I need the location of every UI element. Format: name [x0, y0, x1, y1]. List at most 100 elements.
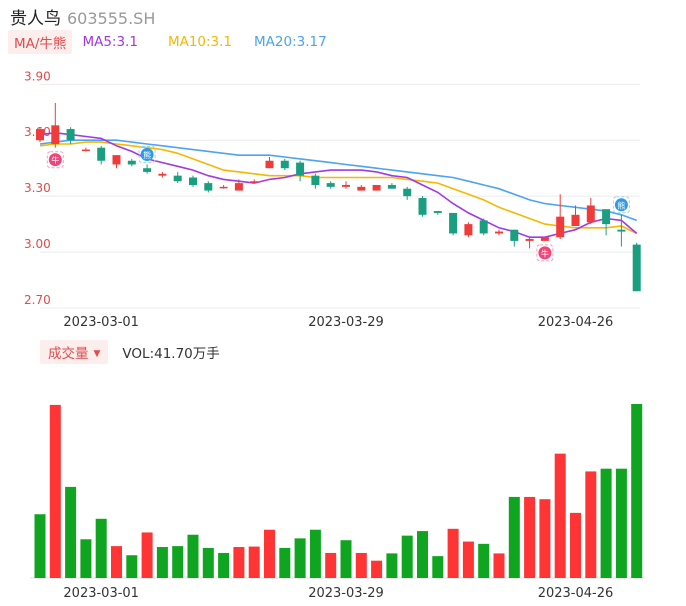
- volume-bar: [401, 535, 413, 578]
- candle-body: [51, 125, 60, 144]
- volume-bar: [355, 552, 367, 578]
- volume-bar: [111, 546, 122, 578]
- bear-signal-icon: 熊: [138, 145, 156, 163]
- bear-signal-icon: 熊: [612, 196, 630, 214]
- ma-bull-bear-button[interactable]: MA/牛熊: [8, 30, 73, 54]
- candle-body: [525, 239, 534, 241]
- volume-bar: [65, 486, 77, 578]
- badge-label: 牛: [541, 248, 549, 258]
- candle-body: [418, 198, 427, 215]
- candle-body: [617, 229, 626, 232]
- volume-bar: [141, 532, 153, 578]
- candle-body: [586, 205, 595, 223]
- volume-bar: [264, 529, 275, 578]
- volume-bar: [554, 453, 566, 578]
- candle-body: [495, 231, 503, 234]
- date-tick-label: 2023-03-29: [308, 586, 384, 601]
- ma5-line: [39, 131, 638, 238]
- candle-body: [143, 168, 152, 172]
- ma10-line: [39, 141, 638, 235]
- candle-body: [234, 183, 243, 191]
- candle-body: [479, 220, 488, 234]
- candle-body: [464, 224, 473, 236]
- volume-bar: [80, 539, 92, 578]
- ma5-legend: MA5:3.1: [82, 34, 138, 50]
- volume-bar: [126, 555, 138, 578]
- volume-bar: [508, 496, 520, 578]
- candle-body: [66, 129, 75, 141]
- candle-body: [265, 160, 274, 169]
- price-tick-label: 3.30: [24, 181, 51, 195]
- candle-body: [127, 160, 136, 165]
- stock-name: 贵人鸟: [10, 9, 61, 29]
- badge-frame: [46, 151, 64, 169]
- volume-bar: [202, 547, 214, 578]
- volume-indicator-button[interactable]: 成交量 ▼: [40, 340, 109, 364]
- volume-bar: [462, 541, 474, 578]
- candle-body: [311, 175, 320, 185]
- candle-body: [387, 184, 396, 189]
- bull-signal-icon: 牛: [536, 244, 554, 262]
- badge-dot: [48, 153, 62, 167]
- candle-body: [632, 244, 641, 292]
- dropdown-arrow-icon: ▼: [93, 349, 101, 359]
- volume-bar: [631, 404, 643, 578]
- badge-dot: [614, 198, 628, 212]
- volume-bar: [172, 546, 184, 578]
- badge-frame: [138, 145, 156, 163]
- candle-body: [571, 214, 580, 226]
- date-tick-label: 2023-03-01: [63, 586, 139, 601]
- ma-legend: MA/牛熊 MA5:3.1 MA10:3.1 MA20:3.17: [8, 30, 327, 54]
- volume-bar: [279, 547, 291, 578]
- volume-indicator-label: 成交量: [48, 346, 89, 362]
- volume-bar: [386, 553, 398, 578]
- candle-body: [433, 211, 442, 213]
- badge-label: 熊: [143, 150, 151, 160]
- volume-bar: [233, 547, 245, 578]
- bull-signal-icon: 牛: [46, 151, 64, 169]
- date-tick-label: 2023-04-26: [538, 586, 614, 601]
- volume-bar: [309, 529, 321, 578]
- volume-bar: [570, 512, 581, 578]
- ma20-legend: MA20:3.17: [254, 34, 327, 50]
- volume-bar: [187, 534, 199, 578]
- candle-body: [357, 186, 366, 191]
- badge-dot: [140, 147, 154, 161]
- candle-body: [296, 162, 305, 176]
- candle-body: [372, 184, 381, 191]
- volume-bar: [95, 518, 107, 578]
- volume-bar: [447, 528, 459, 578]
- candle-body: [602, 209, 611, 225]
- candle-body: [280, 160, 289, 169]
- candle-body: [204, 183, 213, 191]
- badge-dot: [538, 246, 552, 260]
- candle-body: [173, 175, 182, 182]
- volume-bar: [539, 499, 551, 578]
- volume-bar: [371, 560, 383, 578]
- volume-bar: [585, 471, 597, 578]
- candle-body: [326, 183, 335, 187]
- date-tick-label: 2023-04-26: [538, 315, 614, 330]
- badge-frame: [612, 196, 630, 214]
- volume-bar: [478, 543, 490, 578]
- volume-bar: [340, 540, 352, 578]
- candle-body: [510, 229, 519, 241]
- volume-value: VOL:41.70万手: [122, 346, 220, 362]
- volume-bar: [34, 514, 46, 578]
- candle-body: [158, 173, 167, 176]
- volume-bar: [156, 547, 168, 578]
- stock-title: 贵人鸟 603555.SH: [10, 4, 155, 29]
- volume-bar: [325, 552, 337, 578]
- candle-body: [540, 237, 549, 241]
- price-tick-label: 3.00: [24, 237, 51, 251]
- volume-bar: [615, 468, 627, 578]
- candle-body: [342, 184, 350, 187]
- volume-bar: [432, 556, 444, 578]
- date-tick-label: 2023-03-01: [63, 315, 139, 330]
- candle-body: [449, 212, 458, 234]
- stock-code: 603555.SH: [67, 9, 156, 28]
- volume-bar: [294, 538, 306, 578]
- candle-body: [36, 129, 44, 141]
- candle-body: [189, 177, 197, 185]
